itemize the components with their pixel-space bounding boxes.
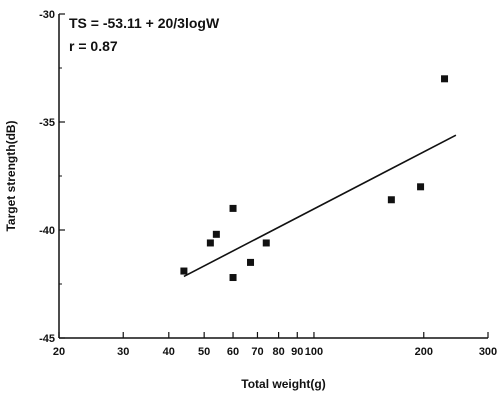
x-tick-label: 70 <box>251 346 263 358</box>
axes <box>58 14 488 339</box>
y-tick-label: -40 <box>39 225 55 237</box>
data-point <box>212 230 220 238</box>
fit-line-group <box>183 134 457 278</box>
x-tick-label: 20 <box>53 346 65 358</box>
correlation-annotation: r = 0.87 <box>69 38 118 54</box>
x-tick-label: 200 <box>415 346 433 358</box>
data-point <box>441 75 449 83</box>
x-tick-label: 50 <box>198 346 210 358</box>
data-point <box>262 239 270 247</box>
regression-line <box>183 134 457 278</box>
data-point <box>417 183 425 191</box>
x-tick-label: 100 <box>305 346 323 358</box>
y-tick-label: -30 <box>39 9 55 21</box>
equation-annotation: TS = -53.11 + 20/3logW <box>69 15 220 31</box>
data-point <box>229 204 237 212</box>
data-points <box>180 75 449 282</box>
data-point <box>229 274 237 282</box>
data-point <box>180 267 188 275</box>
x-tick-label: 60 <box>227 346 239 358</box>
y-axis-ticks: -45 -40 -35 -30 <box>39 9 65 345</box>
y-axis-label: Target strength(dB) <box>4 120 18 231</box>
x-tick-label: 30 <box>117 346 129 358</box>
x-tick-label: 300 <box>479 346 497 358</box>
data-point <box>247 258 255 266</box>
data-point <box>387 196 395 204</box>
x-tick-label: 90 <box>291 346 303 358</box>
x-axis-label: Total weight(g) <box>241 377 325 391</box>
x-axis-ticks: 20 30 40 50 60 70 80 90 100 200 300 <box>53 332 497 358</box>
x-tick-label: 40 <box>163 346 175 358</box>
y-tick-label: -45 <box>39 333 55 345</box>
y-tick-label: -35 <box>39 117 55 129</box>
x-tick-label: 80 <box>272 346 284 358</box>
data-point <box>206 239 214 247</box>
